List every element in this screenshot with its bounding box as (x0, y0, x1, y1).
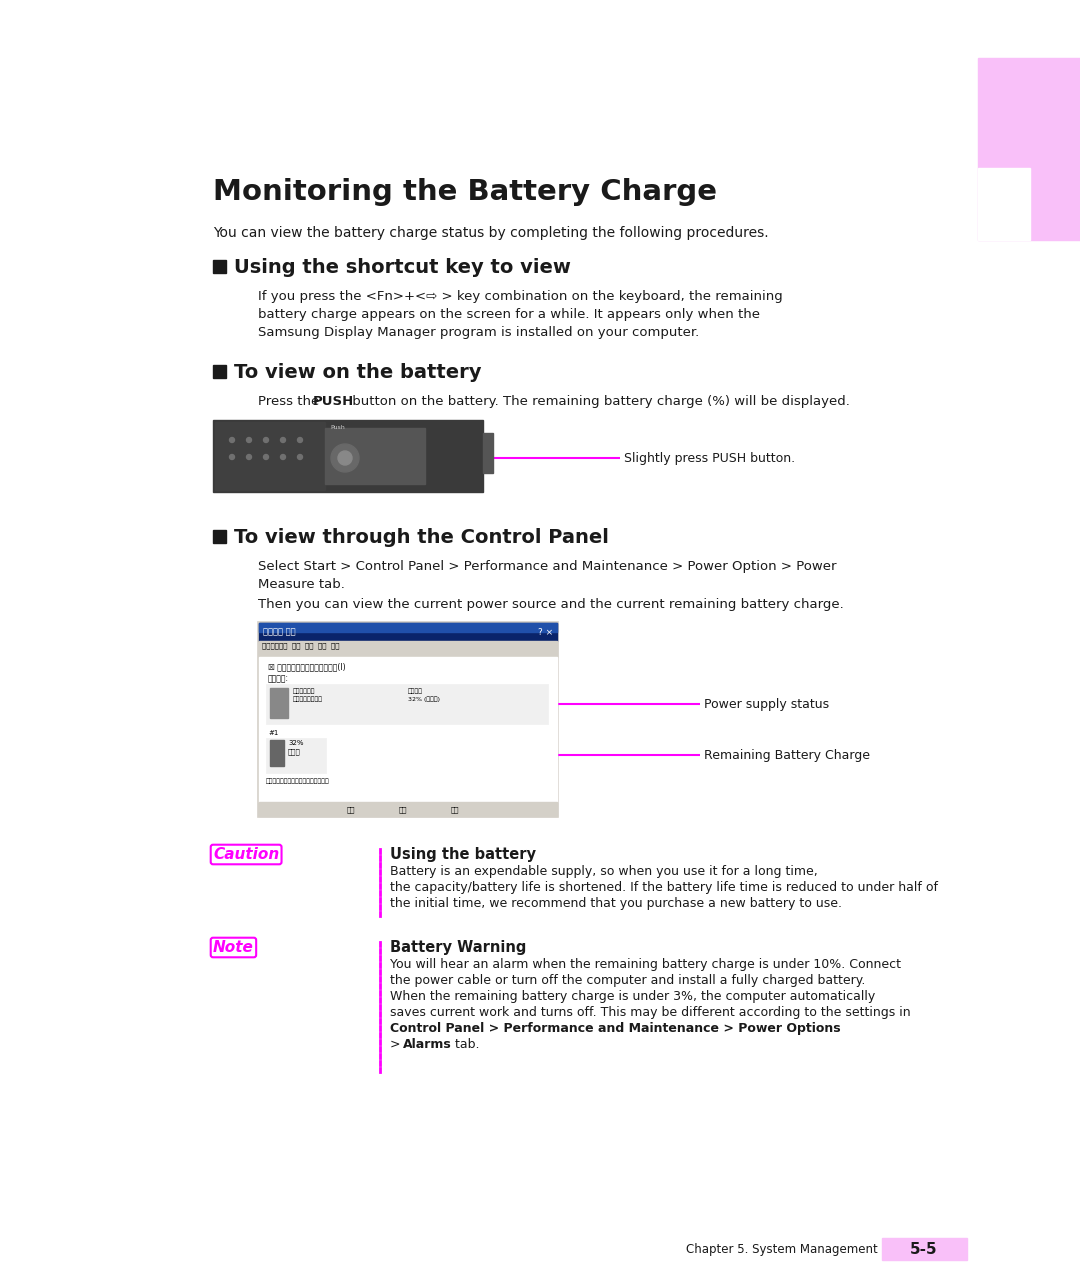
Text: the initial time, we recommend that you purchase a new battery to use.: the initial time, we recommend that you … (390, 896, 842, 911)
Circle shape (229, 438, 234, 443)
Text: Press the: Press the (258, 395, 324, 408)
Text: 应用: 应用 (450, 806, 459, 813)
Bar (259, 802, 557, 817)
Text: Using the battery: Using the battery (390, 848, 536, 862)
Circle shape (297, 455, 302, 460)
Text: Monitoring the Battery Charge: Monitoring the Battery Charge (213, 178, 717, 206)
Text: 如果详细信息，请查看每个电池图标。: 如果详细信息，请查看每个电池图标。 (266, 778, 329, 783)
Bar (213, 260, 226, 273)
Bar (213, 529, 226, 544)
Text: 确定: 确定 (347, 806, 355, 813)
Text: Then you can view the current power source and the current remaining battery cha: Then you can view the current power sour… (258, 598, 843, 611)
Bar (483, 433, 492, 473)
Text: When the remaining battery charge is under 3%, the computer automatically: When the remaining battery charge is und… (390, 990, 875, 1003)
Text: Slightly press PUSH button.: Slightly press PUSH button. (624, 452, 795, 465)
Circle shape (281, 438, 285, 443)
Text: If you press the <Fn>+<⇨ > key combination on the keyboard, the remaining: If you press the <Fn>+<⇨ > key combinati… (258, 290, 783, 303)
Text: #1: #1 (268, 730, 279, 735)
Text: Note: Note (213, 940, 254, 954)
Text: 交流电源: 交流电源 (408, 688, 423, 694)
Circle shape (264, 455, 269, 460)
Text: Remaining Battery Charge: Remaining Battery Charge (704, 748, 870, 761)
Circle shape (246, 438, 252, 443)
Bar (434, 804, 476, 815)
Circle shape (281, 455, 285, 460)
Text: You will hear an alarm when the remaining battery charge is under 10%. Connect: You will hear an alarm when the remainin… (390, 958, 901, 971)
Text: 当前电源来源: 当前电源来源 (293, 688, 315, 694)
Text: battery charge appears on the screen for a while. It appears only when the: battery charge appears on the screen for… (258, 308, 760, 321)
Text: button on the battery. The remaining battery charge (%) will be displayed.: button on the battery. The remaining bat… (348, 395, 850, 408)
Text: To view through the Control Panel: To view through the Control Panel (234, 528, 609, 547)
Bar (266, 738, 326, 773)
Text: 当前剩余电池电量: 当前剩余电池电量 (293, 696, 323, 702)
Bar (259, 657, 557, 802)
Text: the power cable or turn off the computer and install a fully charged battery.: the power cable or turn off the computer… (390, 974, 865, 987)
Text: the capacity/battery life is shortened. If the battery life time is reduced to u: the capacity/battery life is shortened. … (390, 881, 939, 894)
Text: PUSH: PUSH (313, 395, 354, 408)
Bar (270, 741, 284, 766)
Text: tab.: tab. (451, 1038, 480, 1051)
Text: 电源状态:: 电源状态: (268, 674, 289, 683)
Bar (259, 623, 557, 632)
Text: Samsung Display Manager program is installed on your computer.: Samsung Display Manager program is insta… (258, 326, 699, 339)
Text: >: > (390, 1038, 405, 1051)
Text: saves current work and turns off. This may be different according to the setting: saves current work and turns off. This m… (390, 1006, 910, 1019)
Text: Chapter 5. System Management: Chapter 5. System Management (686, 1243, 878, 1256)
Bar (259, 623, 557, 641)
Text: You can view the battery charge status by completing the following procedures.: You can view the battery charge status b… (213, 225, 769, 240)
Circle shape (297, 438, 302, 443)
Circle shape (338, 451, 352, 465)
Bar (325, 428, 426, 484)
Text: 充电中: 充电中 (288, 748, 300, 755)
Bar (382, 804, 424, 815)
Bar (259, 641, 557, 657)
Text: Caution: Caution (213, 848, 280, 862)
Text: 5-5: 5-5 (910, 1242, 937, 1257)
Circle shape (330, 444, 359, 471)
Text: Using the shortcut key to view: Using the shortcut key to view (234, 258, 571, 277)
Circle shape (264, 438, 269, 443)
Circle shape (229, 455, 234, 460)
Bar (330, 804, 372, 815)
Text: 电源使用方案  警报  电表  高级  休眠: 电源使用方案 警报 电表 高级 休眠 (262, 641, 339, 649)
Text: Push: Push (330, 425, 345, 430)
Text: Battery is an expendable supply, so when you use it for a long time,: Battery is an expendable supply, so when… (390, 866, 818, 878)
Bar (882, 1238, 967, 1260)
Bar (978, 167, 1030, 240)
Text: Measure tab.: Measure tab. (258, 578, 345, 591)
Text: 32% (充电中): 32% (充电中) (408, 696, 440, 702)
Bar (213, 420, 483, 492)
Text: ? ×: ? × (538, 627, 553, 636)
Text: To view on the battery: To view on the battery (234, 363, 482, 383)
Text: 电源选项 属性: 电源选项 属性 (264, 627, 296, 636)
Bar (270, 688, 288, 717)
Text: Battery Warning: Battery Warning (390, 940, 526, 954)
Circle shape (246, 455, 252, 460)
Text: Select Start > Control Panel > Performance and Maintenance > Power Option > Powe: Select Start > Control Panel > Performan… (258, 560, 837, 573)
Bar (215, 422, 325, 489)
Text: ☒ 显示每个电池的剩余时间信息(I): ☒ 显示每个电池的剩余时间信息(I) (268, 662, 346, 671)
Text: Control Panel > Performance and Maintenance > Power Options: Control Panel > Performance and Maintena… (390, 1021, 840, 1036)
Bar (213, 365, 226, 377)
Text: Power supply status: Power supply status (704, 698, 829, 711)
Bar (266, 684, 548, 724)
Text: Alarms: Alarms (403, 1038, 451, 1051)
Text: 取消: 取消 (399, 806, 407, 813)
Bar (258, 622, 558, 817)
Bar (978, 58, 1080, 240)
Text: 32%: 32% (288, 741, 303, 746)
